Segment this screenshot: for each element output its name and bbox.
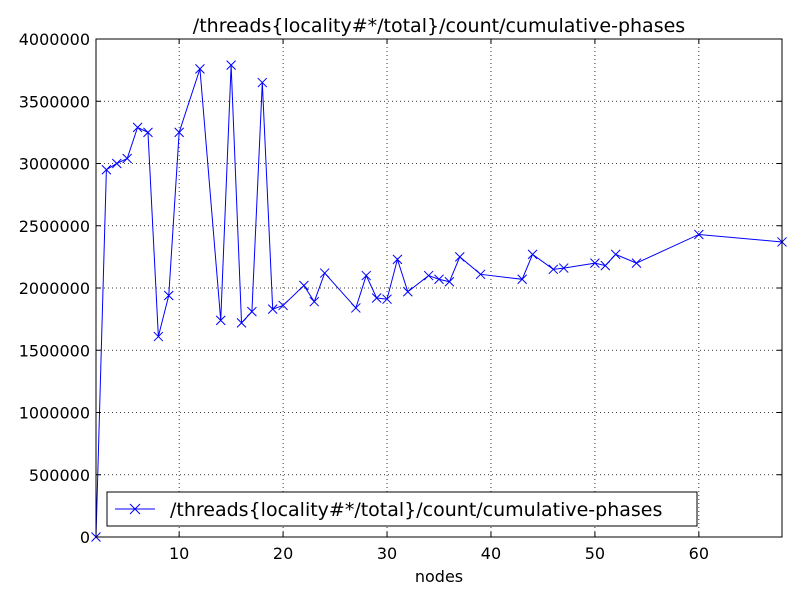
- data-point-marker: [122, 153, 133, 164]
- data-point-marker: [267, 304, 278, 315]
- legend-marker-swatch: [129, 503, 141, 515]
- data-point-marker: [299, 280, 309, 291]
- data-point-marker: [132, 122, 143, 133]
- data-point-marker: [444, 276, 455, 287]
- data-point-marker: [454, 252, 465, 262]
- data-point-marker: [590, 258, 600, 268]
- x-tick-label: 20: [273, 544, 293, 563]
- chart-title: /threads{locality#*/total}/count/cumulat…: [193, 15, 685, 37]
- data-point-marker: [247, 306, 257, 317]
- data-point-marker: [257, 77, 268, 88]
- y-tick-label: 3000000: [19, 155, 90, 174]
- legend: /threads{locality#*/total}/count/cumulat…: [106, 491, 698, 527]
- data-point-marker: [548, 264, 559, 275]
- legend-entry-label: /threads{locality#*/total}/count/cumulat…: [170, 499, 662, 521]
- y-tick-label: 1500000: [19, 341, 90, 360]
- data-point-marker: [111, 158, 122, 169]
- legend-box: [106, 491, 698, 527]
- data-point-marker: [226, 60, 236, 70]
- data-point-marker: [215, 315, 226, 326]
- data-point-marker: [527, 249, 538, 260]
- data-point-marker: [195, 64, 205, 74]
- data-point-marker: [693, 229, 704, 240]
- y-tick-label: 0: [80, 528, 90, 547]
- series-layer: [91, 60, 787, 542]
- data-point-marker: [475, 269, 486, 280]
- data-point-marker: [392, 254, 403, 265]
- data-point-marker: [600, 260, 611, 271]
- data-point-marker: [309, 296, 320, 307]
- data-point-marker: [278, 300, 288, 311]
- data-point-marker: [174, 127, 185, 138]
- ticks: 10 20 30 40 50 60 0 500000 1000000 1500000 2000000…: [19, 30, 782, 563]
- data-point-marker: [361, 270, 372, 281]
- x-tick-label: 50: [585, 544, 605, 563]
- data-point-marker: [153, 331, 164, 342]
- x-tick-label: 10: [169, 544, 189, 563]
- data-point-marker: [371, 293, 382, 303]
- data-point-marker: [382, 294, 392, 305]
- x-axis-label: nodes: [415, 567, 463, 586]
- data-point-marker: [350, 303, 361, 313]
- data-point-marker: [517, 274, 528, 285]
- data-point-marker: [423, 270, 434, 281]
- data-point-marker: [101, 164, 112, 175]
- gridlines: [96, 38, 782, 538]
- data-point-marker: [610, 249, 621, 260]
- y-tick-label: 2500000: [19, 217, 90, 236]
- data-point-marker: [631, 258, 642, 268]
- y-tick-label: 500000: [29, 466, 90, 485]
- data-point-marker: [558, 263, 569, 273]
- y-tick-label: 1000000: [19, 404, 90, 423]
- data-point-marker: [143, 127, 153, 138]
- x-tick-label: 40: [481, 544, 501, 563]
- data-point-marker: [163, 290, 174, 301]
- y-tick-label: 3500000: [19, 92, 90, 111]
- x-tick-label: 60: [689, 544, 709, 563]
- data-point-marker: [236, 318, 247, 328]
- y-tick-label: 2000000: [19, 279, 90, 298]
- data-point-marker: [402, 286, 413, 297]
- y-tick-label: 4000000: [19, 30, 90, 49]
- data-point-marker: [319, 268, 330, 278]
- data-point-marker: [434, 274, 444, 285]
- x-tick-label: 30: [377, 544, 397, 563]
